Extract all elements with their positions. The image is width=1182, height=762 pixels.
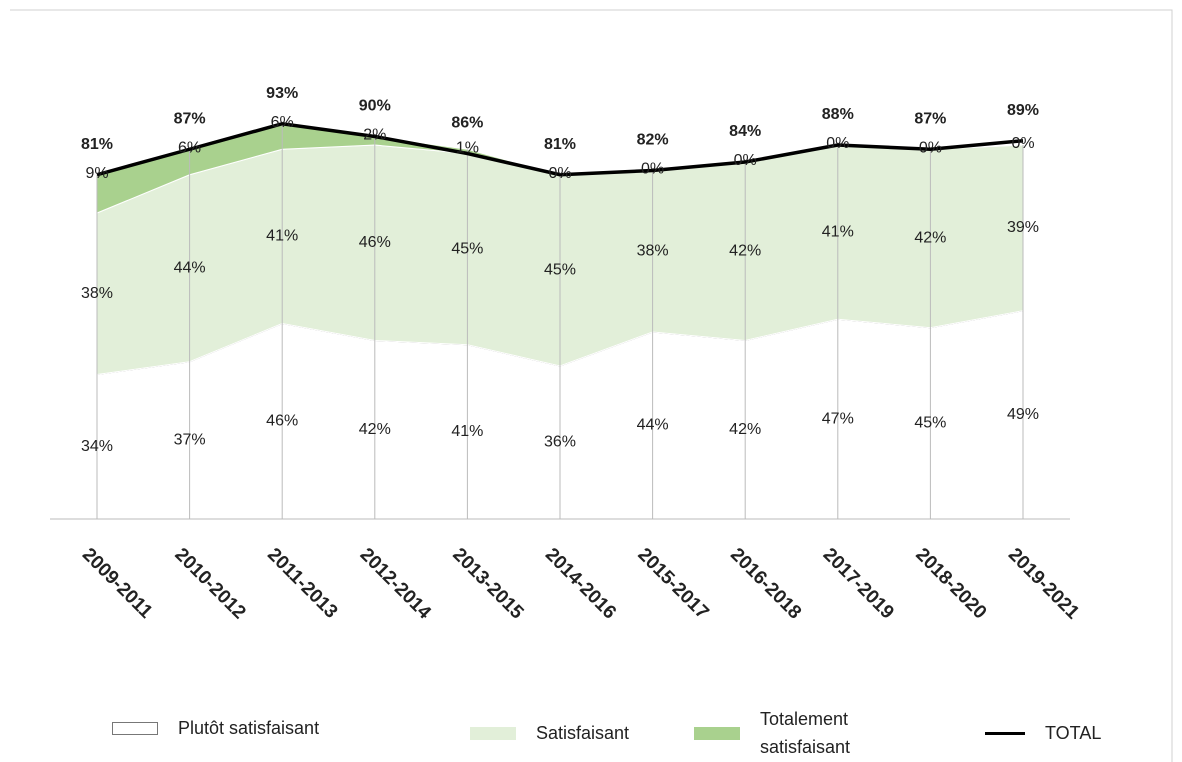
data-label: 0% [734, 152, 757, 169]
total-label: 84% [729, 123, 761, 140]
total-label: 82% [637, 132, 669, 149]
data-label: 1% [456, 139, 479, 156]
data-label: 42% [729, 421, 761, 438]
data-label: 46% [359, 234, 391, 251]
data-label: 34% [81, 438, 113, 455]
data-label: 45% [914, 415, 946, 432]
x-tick-label: 2013-2015 [448, 544, 527, 623]
data-label: 0% [641, 161, 664, 178]
legend-swatch [112, 721, 158, 735]
legend-item: Totalement satisfaisant [694, 709, 880, 757]
area [96, 123, 1024, 214]
total-label: 90% [359, 98, 391, 115]
legend-item: Satisfaisant [470, 711, 629, 755]
data-label: 0% [548, 165, 571, 182]
legend-swatch [985, 731, 1025, 735]
total-label: 86% [451, 115, 483, 132]
legend-item: Plutôt satisfaisant [112, 706, 319, 750]
data-label: 42% [729, 242, 761, 259]
data-label: 47% [822, 410, 854, 427]
total-label: 87% [174, 110, 206, 127]
legend-label: Plutôt satisfaisant [178, 717, 320, 738]
legend-label: Satisfaisant [536, 722, 630, 743]
data-label: 0% [1011, 135, 1034, 152]
total-label: 88% [822, 106, 854, 123]
legend-label: Totalement satisfaisant [760, 709, 851, 757]
legend-swatch [694, 726, 740, 740]
total-label: 81% [544, 136, 576, 153]
legend-swatch [470, 726, 516, 740]
data-label: 0% [826, 135, 849, 152]
x-tick-label: 2012-2014 [356, 544, 435, 623]
data-label: 39% [1007, 219, 1039, 236]
total-label: 87% [914, 110, 946, 127]
x-tick-label: 2017-2019 [819, 544, 898, 623]
data-label: 42% [914, 230, 946, 247]
x-tick-label: 2015-2017 [634, 544, 713, 623]
data-label: 37% [174, 432, 206, 449]
data-label: 45% [451, 240, 483, 257]
data-label: 46% [266, 412, 298, 429]
data-label: 6% [178, 139, 201, 156]
data-label: 41% [451, 423, 483, 440]
legend-item: TOTAL [985, 711, 1101, 755]
total-line [96, 121, 1024, 177]
data-label: 38% [81, 285, 113, 302]
data-label: 0% [919, 139, 942, 156]
total-label: 81% [81, 136, 113, 153]
frame [10, 9, 1173, 762]
data-label: 41% [822, 223, 854, 240]
data-label: 44% [637, 417, 669, 434]
x-tick-label: 2010-2012 [171, 544, 250, 623]
data-label: 2% [363, 127, 386, 144]
data-label: 45% [544, 262, 576, 279]
x-tick-label: 2009-2011 [78, 544, 157, 623]
x-tick-label: 2011-2013 [263, 544, 341, 622]
data-label: 42% [359, 421, 391, 438]
x-tick-label: 2016-2018 [726, 544, 805, 623]
data-label: 38% [637, 242, 669, 259]
x-tick-label: 2014-2016 [541, 544, 620, 623]
total-label: 93% [266, 85, 298, 102]
data-label: 36% [544, 434, 576, 451]
data-label: 9% [85, 165, 108, 182]
data-label: 41% [266, 228, 298, 245]
legend-label: TOTAL [1045, 722, 1102, 743]
data-label: 44% [174, 259, 206, 276]
x-tick-label: 2019-2021 [1004, 544, 1083, 623]
data-label: 6% [271, 114, 294, 131]
total-label: 89% [1007, 102, 1039, 119]
x-tick-label: 2018-2020 [911, 544, 990, 623]
data-label: 49% [1007, 406, 1039, 423]
